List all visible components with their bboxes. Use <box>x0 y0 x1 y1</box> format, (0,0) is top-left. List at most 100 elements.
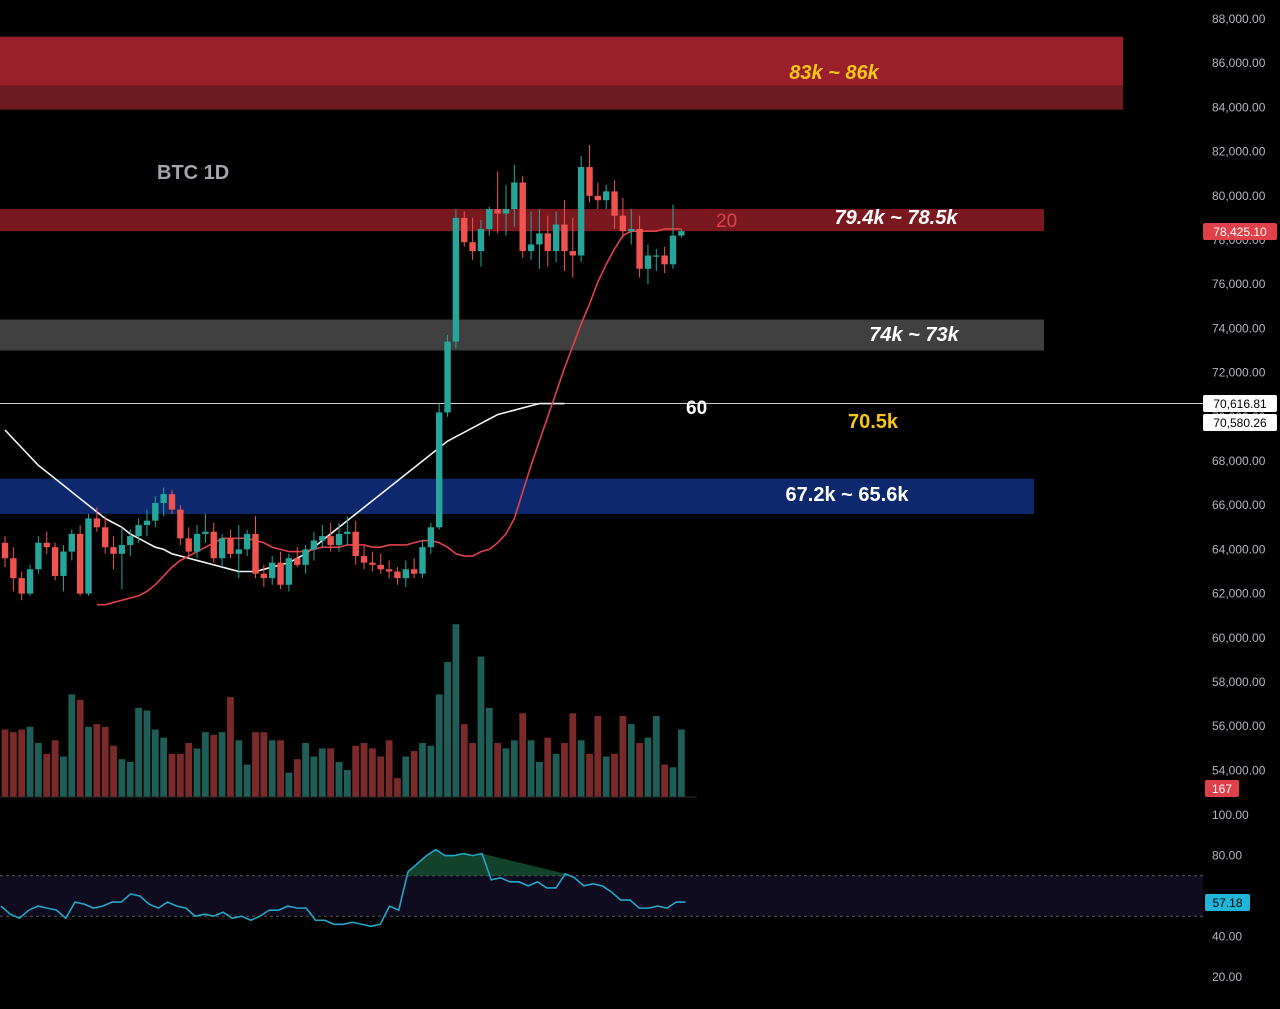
volume-bar <box>335 761 343 797</box>
candle-body <box>210 531 217 559</box>
volume-bar <box>360 743 368 797</box>
volume-bar <box>444 662 451 797</box>
candle-body <box>477 228 485 252</box>
volume-bar <box>394 778 401 797</box>
volume-bar <box>252 732 259 797</box>
volume-bar <box>110 745 117 797</box>
candle-body <box>10 558 17 579</box>
price-axis-tick: 86,000.00 <box>1212 56 1266 70</box>
candle-body <box>294 558 301 565</box>
candle-body <box>243 533 251 550</box>
line-top-badge-bg <box>1203 395 1277 412</box>
volume-bar <box>452 624 460 797</box>
volume-bar <box>126 761 134 797</box>
candle-body <box>110 547 117 554</box>
chart-title: BTC 1D <box>157 162 229 184</box>
rsi-axis-tick: 20.00 <box>1212 970 1242 984</box>
candle-body <box>352 531 359 557</box>
zone-label: 83k ~ 86k <box>789 62 879 84</box>
candle-body <box>636 228 643 269</box>
volume-bar <box>185 743 193 797</box>
volume-bar <box>101 726 109 797</box>
price-axis-tick: 82,000.00 <box>1212 145 1266 159</box>
volume-bar <box>519 713 527 797</box>
candle-body <box>536 233 543 245</box>
volume-bar <box>460 724 468 797</box>
volume-bar <box>419 743 426 797</box>
zones-layer <box>0 36 1123 515</box>
rsi-axis-tick: 100.00 <box>1212 808 1249 822</box>
candle-body <box>118 544 126 554</box>
volume-bar <box>435 694 443 797</box>
candle-body <box>619 215 627 232</box>
candle-body <box>127 536 134 545</box>
candle-body <box>168 494 176 510</box>
price-axis-tick: 84,000.00 <box>1212 100 1266 114</box>
rsi-band <box>0 875 1203 917</box>
volume-bar <box>377 756 385 797</box>
candle-body <box>436 412 443 528</box>
candle-body <box>18 578 25 594</box>
candle-body <box>385 569 393 572</box>
candle-body <box>569 251 576 256</box>
candle-body <box>85 518 92 594</box>
volume-badge: 167 <box>1212 782 1232 796</box>
moving-averages-layer <box>4 228 682 606</box>
volume-bar <box>176 753 184 797</box>
candle-body <box>427 527 435 548</box>
last-price-badge-bg <box>1203 223 1277 240</box>
price-axis-tick: 56,000.00 <box>1212 719 1266 733</box>
candle-body <box>177 509 184 539</box>
volume-bar <box>85 726 92 797</box>
candle-body <box>277 562 284 585</box>
candle-body <box>577 167 585 256</box>
candle-body <box>586 167 593 196</box>
price-axis-tick: 80,000.00 <box>1212 189 1266 203</box>
volume-bar <box>502 748 510 797</box>
candle-body <box>544 233 551 252</box>
volume-bar <box>594 716 602 797</box>
volume-bar <box>477 656 485 797</box>
volume-bar <box>202 732 209 797</box>
zone-band-lower-shade <box>0 85 1123 110</box>
price-axis-tick: 64,000.00 <box>1212 542 1266 556</box>
candle-body <box>360 556 368 563</box>
candle-body <box>302 549 309 565</box>
price-axis-tick: 68,000.00 <box>1212 454 1266 468</box>
volume-bar <box>485 707 493 797</box>
candle-body <box>669 235 677 265</box>
volume-bar <box>369 748 376 797</box>
volume-bar <box>60 756 67 797</box>
volume-bar <box>569 713 577 797</box>
rsi-overbought-fill <box>408 849 566 876</box>
volume-badge-bg <box>1205 780 1239 797</box>
volume-bar <box>402 756 410 797</box>
volume-bar <box>277 740 284 797</box>
candle-body <box>260 573 268 579</box>
volume-bar <box>1 729 9 797</box>
volume-bar <box>644 737 652 797</box>
volume-bar <box>352 745 360 797</box>
volume-bar <box>285 772 293 797</box>
labels-layer: BTC 1D 83k ~ 86k 79.4k ~ 78.5k 74k ~ 73k 67.… <box>157 62 960 506</box>
ma20-line <box>96 228 682 606</box>
candle-body <box>377 564 384 570</box>
volume-bar <box>51 740 59 797</box>
candle-body <box>26 569 34 594</box>
volume-bar <box>193 748 201 797</box>
candle-body <box>135 525 142 537</box>
candle-body <box>444 341 451 413</box>
candle-body <box>561 224 568 252</box>
line-bottom-badge: 70,580.26 <box>1213 416 1267 430</box>
candle-body <box>43 542 50 548</box>
candle-body <box>185 538 192 552</box>
price-axis[interactable]: 100.00 80.00 40.00 20.00 88,000.00 86,000.00 8… <box>1212 12 1266 984</box>
candle-body <box>552 224 560 252</box>
volume-bar <box>26 726 34 797</box>
volume-bar <box>18 729 26 797</box>
candle-body <box>603 191 610 201</box>
candle-body <box>494 209 501 214</box>
rsi-line <box>0 848 686 928</box>
price-axis-tick: 58,000.00 <box>1212 675 1266 689</box>
